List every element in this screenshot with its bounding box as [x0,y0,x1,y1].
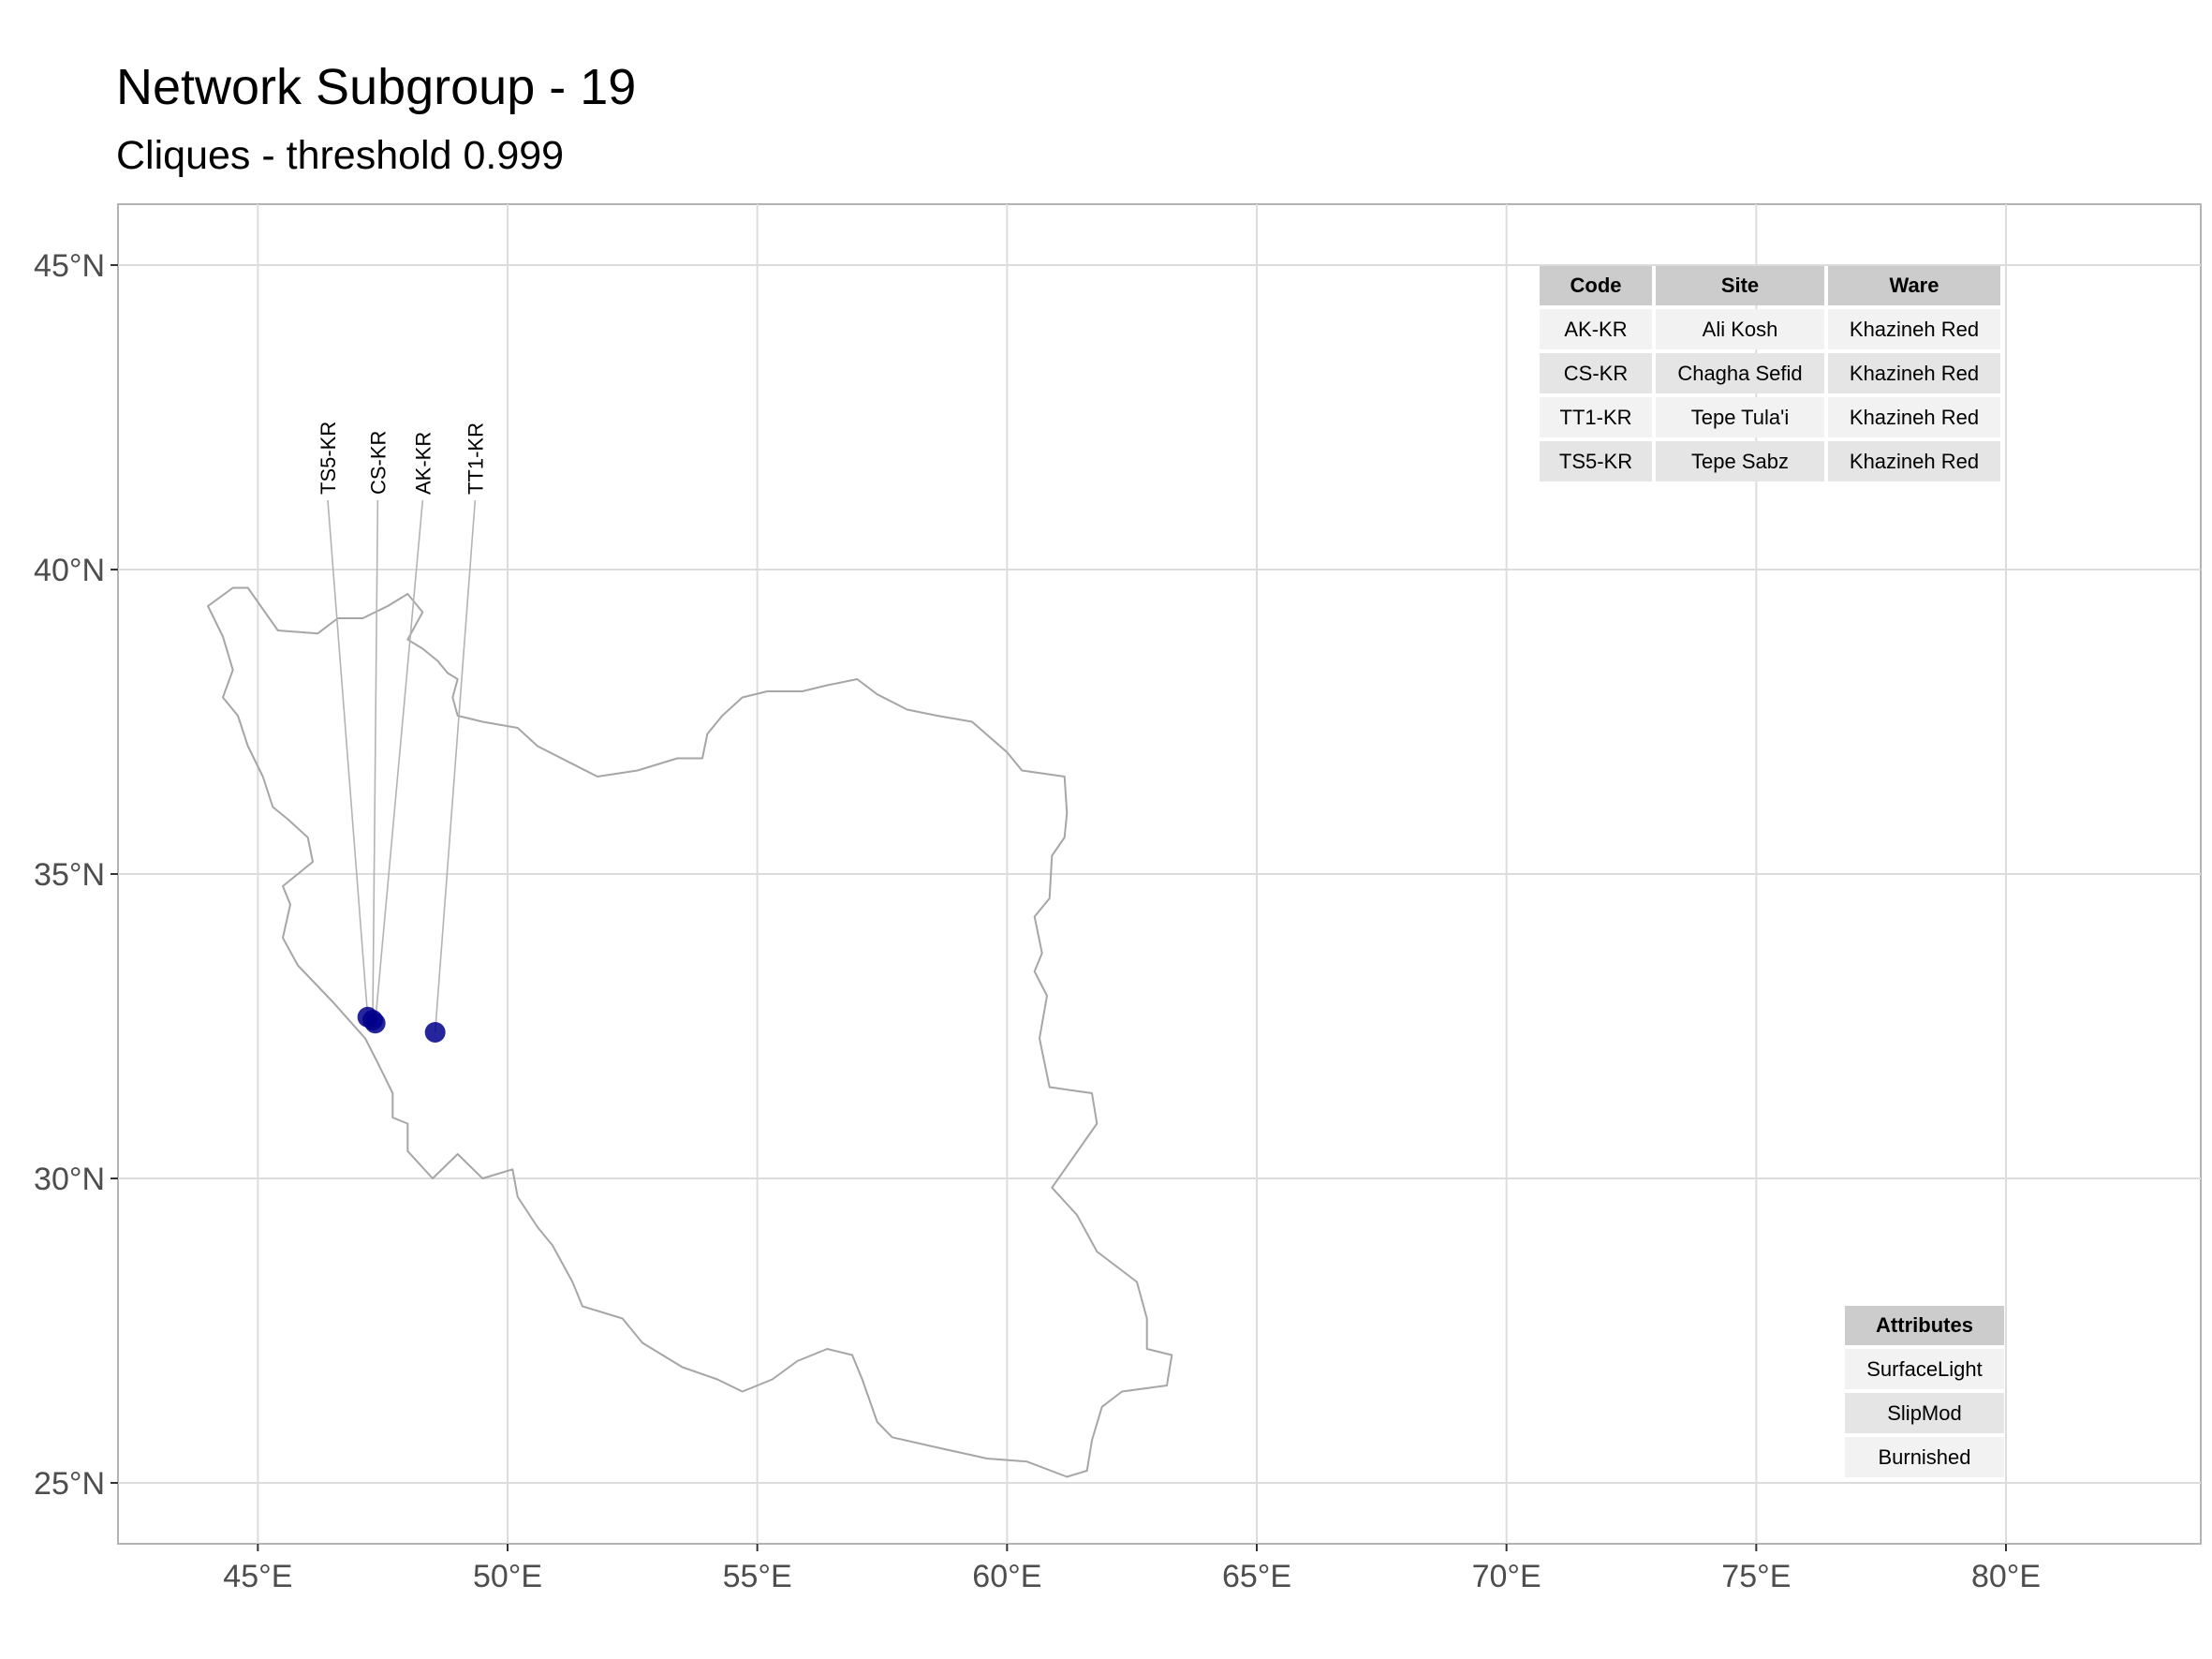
site-table-header-site: Site [1656,266,1824,305]
leader-line [374,499,424,1024]
x-tick-label: 80°E [1971,1559,2041,1594]
site-label: AK-KR [411,432,435,495]
table-row: TT1-KR Tepe Tula'i Khazineh Red [1540,397,2000,437]
label-leaders [327,499,477,1033]
table-cell: Burnished [1845,1437,2004,1477]
y-tick-label: 40°N [34,553,105,588]
site-label: TT1-KR [464,422,487,495]
x-tick-label: 55°E [723,1559,792,1594]
x-tick-label: 50°E [473,1559,542,1594]
site-point [424,1022,446,1043]
site-table-header-ware: Ware [1828,266,2000,305]
x-tick-label: 65°E [1222,1559,1291,1594]
table-cell: AK-KR [1540,309,1652,349]
site-label: TS5-KR [317,422,340,495]
y-tick-label: 45°N [34,248,105,284]
attributes-table-header: Attributes [1845,1306,2004,1345]
table-cell: Khazineh Red [1828,309,2000,349]
x-axis-ticks: 45°E 50°E 55°E 60°E 65°E 70°E 75°E 80°E [223,1544,2041,1594]
y-axis-ticks: 45°N 40°N 35°N 30°N 25°N [34,248,118,1502]
table-cell: CS-KR [1540,353,1652,393]
x-tick-label: 70°E [1472,1559,1541,1594]
table-cell: Khazineh Red [1828,397,2000,437]
leader-line [372,499,379,1021]
iran-border-path [207,586,1173,1478]
x-tick-label: 60°E [972,1559,1041,1594]
chart-title: Network Subgroup - 19 [116,59,637,115]
grid-lines [118,204,2201,1544]
site-points [357,1006,446,1043]
table-row: Burnished [1845,1437,2004,1477]
leader-line [434,499,477,1033]
site-point [364,1013,386,1034]
table-cell: Ali Kosh [1656,309,1824,349]
table-cell: Khazineh Red [1828,353,2000,393]
iran-border [207,586,1173,1478]
y-tick-label: 30°N [34,1162,105,1197]
table-row: AK-KR Ali Kosh Khazineh Red [1540,309,2000,349]
table-cell: Chagha Sefid [1656,353,1824,393]
leader-line [327,499,369,1017]
y-tick-label: 25°N [34,1466,105,1502]
table-cell: TT1-KR [1540,397,1652,437]
site-table: Code Site Ware AK-KR Ali Kosh Khazineh R… [1536,262,2004,485]
table-row: CS-KR Chagha Sefid Khazineh Red [1540,353,2000,393]
table-cell: SlipMod [1845,1393,2004,1433]
table-cell: TS5-KR [1540,441,1652,481]
y-tick-label: 35°N [34,857,105,893]
table-cell: Khazineh Red [1828,441,2000,481]
table-row: SurfaceLight [1845,1349,2004,1389]
x-tick-label: 75°E [1721,1559,1791,1594]
site-table-header-code: Code [1540,266,1652,305]
site-labels: TS5-KR CS-KR AK-KR TT1-KR [317,422,487,495]
attributes-table: Attributes SurfaceLight SlipMod Burnishe… [1841,1302,2008,1481]
table-cell: Tepe Tula'i [1656,397,1824,437]
table-cell: SurfaceLight [1845,1349,2004,1389]
table-row: SlipMod [1845,1393,2004,1433]
table-cell: Tepe Sabz [1656,441,1824,481]
chart-subtitle: Cliques - threshold 0.999 [116,133,565,178]
table-row: TS5-KR Tepe Sabz Khazineh Red [1540,441,2000,481]
x-tick-label: 45°E [223,1559,292,1594]
site-label: CS-KR [366,431,390,495]
